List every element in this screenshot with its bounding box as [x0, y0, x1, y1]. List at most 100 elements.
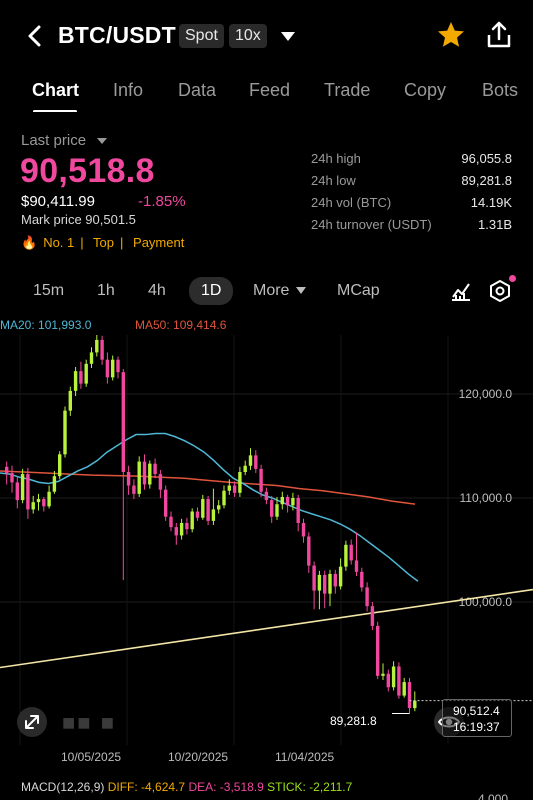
rank-tags: 🔥 No. 1 | Top | Payment	[21, 235, 185, 250]
timeframe-more[interactable]: More	[253, 282, 290, 299]
candle-body	[317, 574, 322, 591]
stat-value-24h-high: 96,055.8	[461, 151, 512, 166]
active-tab-indicator	[33, 110, 77, 112]
timeframe-15m[interactable]: 15m	[33, 282, 65, 299]
macd-axis-label: 4,000	[478, 792, 509, 800]
tab-bots[interactable]: Bots	[482, 80, 519, 100]
candle-body	[270, 500, 274, 517]
pair-title[interactable]: BTC/USDT	[58, 22, 176, 48]
last-price: 90,518.8	[20, 152, 155, 190]
indicator-icon[interactable]	[450, 280, 472, 302]
usd-price: $90,411.99	[21, 193, 95, 210]
candle-body	[116, 359, 120, 373]
star-icon[interactable]	[436, 20, 466, 50]
candle-body	[100, 339, 104, 360]
candle-body	[31, 502, 35, 510]
candle-body	[206, 499, 210, 521]
top-bar: BTC/USDT Spot 10x	[0, 0, 533, 72]
candle-body	[195, 511, 200, 518]
tab-data[interactable]: Data	[178, 80, 217, 100]
candle-body	[15, 482, 19, 501]
candle-body	[360, 571, 364, 588]
candle-body	[47, 491, 51, 507]
stat-value-24h-low: 89,281.8	[461, 173, 512, 188]
settings-icon[interactable]	[488, 279, 512, 303]
tab-copy[interactable]: Copy	[404, 80, 447, 100]
candle-body	[243, 465, 247, 472]
candle-body	[105, 359, 110, 378]
mark-price: Mark price 90,501.5	[21, 212, 136, 227]
timeframe-1d[interactable]: 1D	[189, 277, 234, 305]
candle-body	[291, 498, 295, 506]
candle-body	[338, 566, 343, 587]
candle-body	[333, 573, 337, 587]
candle-countdown: 16:19:37	[453, 720, 500, 734]
candle-body	[386, 673, 390, 688]
tab-info[interactable]: Info	[113, 80, 144, 100]
candle-body	[211, 509, 216, 521]
candle-body	[391, 666, 396, 688]
candle-body	[164, 489, 168, 517]
timeframe-1h[interactable]: 1h	[97, 282, 115, 299]
candle-body	[254, 455, 258, 469]
candle-body	[111, 359, 115, 378]
expand-icon[interactable]	[17, 707, 47, 737]
timeframe-mcap[interactable]: MCap	[337, 282, 380, 299]
current-price-label: 90,512.4 16:19:37	[442, 699, 512, 737]
candle-body	[89, 352, 94, 364]
candle-body	[148, 463, 152, 485]
last-price-label[interactable]: Last price	[21, 132, 87, 149]
candle-body	[126, 472, 131, 486]
candle-body	[259, 468, 263, 492]
x-tick-label: 10/20/2025	[168, 750, 229, 764]
candle-body	[79, 371, 83, 384]
candle-body	[26, 474, 30, 510]
candle-body	[280, 496, 284, 505]
candle-body	[264, 491, 269, 501]
candle-body	[413, 700, 417, 709]
chevron-down-icon[interactable]	[97, 138, 107, 144]
share-icon[interactable]	[484, 20, 514, 50]
tab-trade[interactable]: Trade	[324, 80, 371, 100]
chevron-down-icon[interactable]	[281, 32, 295, 41]
fire-icon: 🔥	[21, 235, 38, 250]
tab-feed[interactable]: Feed	[249, 80, 291, 100]
macd-label: MACD(12,26,9)	[21, 780, 105, 794]
macd-legend: MACD(12,26,9) DIFF: -4,624.7 DEA: -3,518…	[21, 780, 352, 794]
candle-body	[275, 504, 279, 517]
candle-body	[376, 625, 380, 676]
candle-body	[142, 461, 147, 485]
ma20-legend: MA20: 101,993.0	[0, 318, 92, 332]
candle-body	[73, 371, 78, 391]
candle-body	[402, 682, 406, 696]
candle-body	[407, 682, 412, 709]
notification-dot	[509, 275, 516, 282]
chevron-down-icon[interactable]	[296, 287, 306, 294]
stat-label-24h-high: 24h high	[311, 151, 361, 166]
candle-body	[190, 511, 194, 530]
candle-body	[52, 476, 57, 492]
tab-chart[interactable]: Chart	[32, 80, 80, 100]
stat-label-24h-vol: 24h vol (BTC)	[311, 195, 392, 210]
back-arrow-icon[interactable]	[24, 22, 46, 50]
candle-body	[153, 463, 157, 475]
rank-tag-top[interactable]: Top	[93, 235, 115, 250]
candle-body	[312, 565, 316, 591]
ma50-legend: MA50: 109,414.6	[135, 318, 227, 332]
candle-body	[370, 606, 375, 626]
timeframe-4h[interactable]: 4h	[148, 282, 166, 299]
rank-tag-no1[interactable]: No. 1	[43, 235, 75, 250]
market-type-chip: Spot	[179, 24, 224, 48]
rank-tag-payment[interactable]: Payment	[133, 235, 185, 250]
candle-body	[10, 473, 14, 483]
candle-body	[5, 466, 9, 474]
ma50-line	[0, 470, 416, 505]
current-price-value: 90,512.4	[453, 704, 500, 718]
candle-body	[58, 454, 62, 477]
trendline	[0, 588, 533, 669]
candle-body	[248, 455, 253, 466]
ma20-line	[0, 432, 419, 582]
candle-body	[121, 372, 125, 472]
leverage-chip: 10x	[229, 24, 267, 48]
